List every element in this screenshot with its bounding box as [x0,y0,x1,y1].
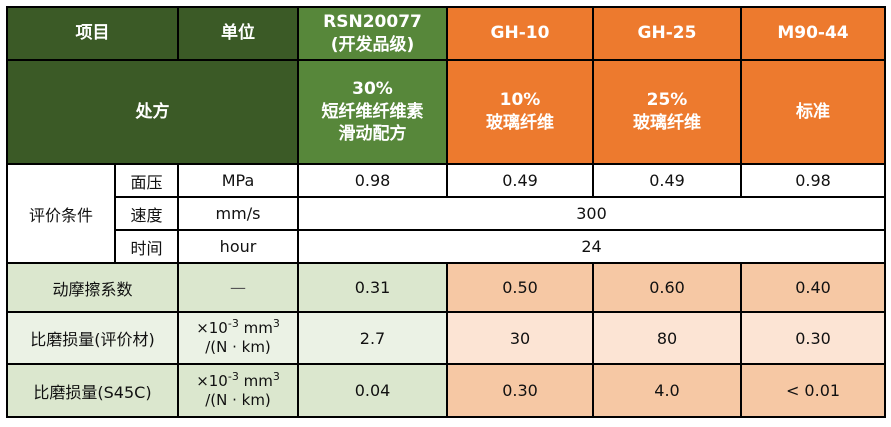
condition-row-time: 时间 hour 24 [7,229,886,264]
condition-unit-pressure: MPa [177,163,299,198]
product-name-gh25: GH-25 [592,6,742,61]
condition-group-label: 评价条件 [6,163,116,264]
result-unit-wear-eval: ×10-3 mm3 /(N · km) [177,311,299,365]
value-cell: 0.40 [740,262,886,313]
unit-base: ×10 [196,319,228,338]
product-name-gh10: GH-10 [446,6,594,61]
unit-denominator: /(N · km) [205,338,271,356]
formula-gh10: 10% 玻璃纤维 [446,59,594,165]
result-label-wear-eval: 比磨损量(评价材) [6,311,179,365]
unit-base: ×10 [196,371,228,390]
value-cell: 0.04 [297,363,448,418]
condition-row-pressure: 评价条件 面压 MPa 0.98 0.49 0.49 0.98 [6,163,886,264]
result-unit-wear-s45c: ×10-3 mm3 /(N · km) [177,363,299,418]
value-cell: 0.31 [297,262,448,313]
value-cell-merged-speed: 300 [297,196,886,231]
value-cell: 0.30 [446,363,594,418]
unit-exp: -3 [227,317,239,331]
header-row-formula: 处方 30% 短纤维纤维素 滑动配方 10% 玻璃纤维 25% 玻璃纤维 标准 [6,59,886,165]
condition-label-pressure: 面压 [114,163,179,198]
condition-row-speed: 速度 mm/s 300 [7,196,886,231]
result-label-friction: 动摩擦系数 [6,262,179,313]
header-row-products: 项目 单位 RSN20077 (开发品级) GH-10 GH-25 M90-44 [6,6,886,61]
product-name-m9044: M90-44 [740,6,886,61]
result-row-friction: 动摩擦系数 — 0.31 0.50 0.60 0.40 [6,262,886,313]
value-cell: 80 [592,311,742,365]
result-unit-friction: — [177,262,299,313]
result-row-wear-s45c: 比磨损量(S45C) ×10-3 mm3 /(N · km) 0.04 0.30… [6,363,886,418]
condition-unit-speed: mm/s [177,196,299,231]
value-cell: 2.7 [297,311,448,365]
value-cell: 30 [446,311,594,365]
header-cell-formula: 处方 [6,59,299,165]
value-cell: < 0.01 [740,363,886,418]
value-cell-merged-time: 24 [297,229,886,264]
unit-exp: -3 [227,369,239,383]
unit-exp2: 3 [272,317,280,331]
header-cell-item: 项目 [6,6,179,61]
value-cell: 0.98 [297,163,448,198]
unit-mid: mm [238,319,273,338]
value-cell: 0.30 [740,311,886,365]
formula-gh25: 25% 玻璃纤维 [592,59,742,165]
condition-unit-time: hour [177,229,299,264]
unit-mid: mm [238,371,273,390]
condition-label-speed: 速度 [114,196,179,231]
result-row-wear-eval: 比磨损量(评价材) ×10-3 mm3 /(N · km) 2.7 30 80 … [6,311,886,365]
product-name-rsn20077: RSN20077 (开发品级) [297,6,448,61]
value-cell: 0.49 [592,163,742,198]
unit-denominator: /(N · km) [205,390,271,409]
formula-rsn20077: 30% 短纤维纤维素 滑动配方 [297,59,448,165]
header-cell-unit: 单位 [177,6,299,61]
unit-exp2: 3 [272,369,280,383]
value-cell: 4.0 [592,363,742,418]
value-cell: 0.50 [446,262,594,313]
formula-m9044: 标准 [740,59,886,165]
result-label-wear-s45c: 比磨损量(S45C) [6,363,179,418]
comparison-table: 项目 单位 RSN20077 (开发品级) GH-10 GH-25 M90-44… [6,6,886,418]
value-cell: 0.49 [446,163,594,198]
condition-label-time: 时间 [114,229,179,264]
value-cell: 0.98 [740,163,886,198]
value-cell: 0.60 [592,262,742,313]
